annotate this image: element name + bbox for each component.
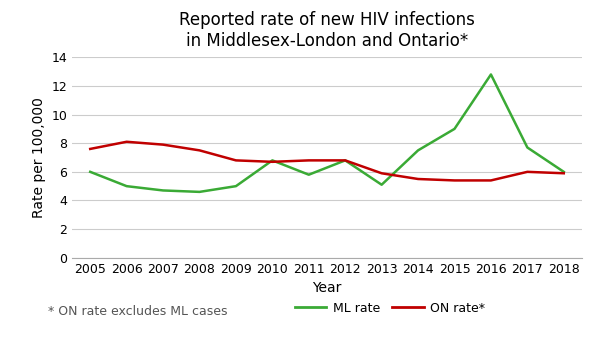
X-axis label: Year: Year (313, 281, 341, 295)
Legend: ML rate, ON rate*: ML rate, ON rate* (290, 296, 490, 320)
Text: * ON rate excludes ML cases: * ON rate excludes ML cases (48, 305, 227, 318)
Title: Reported rate of new HIV infections
in Middlesex-London and Ontario*: Reported rate of new HIV infections in M… (179, 11, 475, 50)
Y-axis label: Rate per 100,000: Rate per 100,000 (32, 97, 46, 218)
